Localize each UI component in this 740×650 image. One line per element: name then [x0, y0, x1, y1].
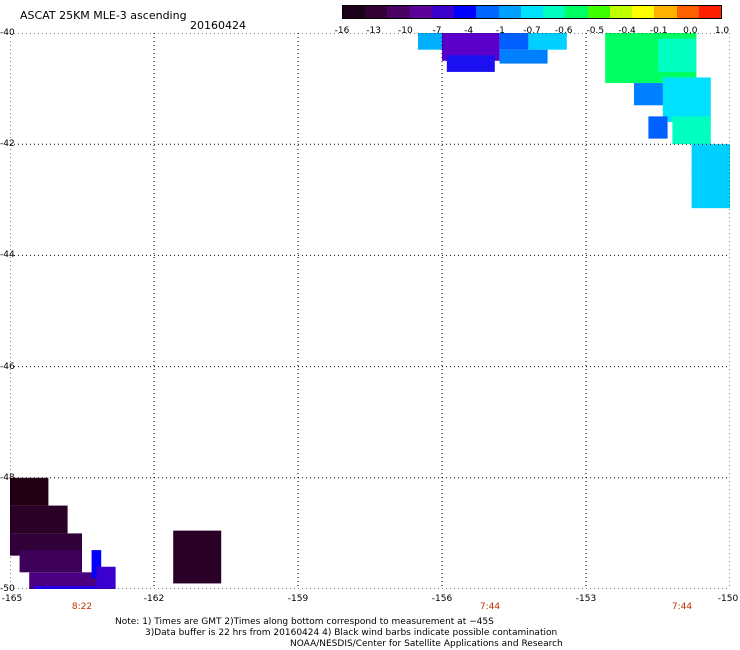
colorbar-swatch [409, 6, 432, 18]
lon-tick-label: -162 [143, 594, 165, 604]
colorbar-tick-label: -10 [397, 26, 413, 36]
lat-tick-label: -46 [0, 361, 15, 372]
map-plot [10, 33, 730, 589]
colorbar-swatch [565, 6, 588, 18]
colorbar-tick-label: -13 [366, 26, 382, 36]
map-title: ASCAT 25KM MLE-3 ascending [20, 9, 187, 22]
colorbar-swatch [609, 6, 633, 18]
colorbar-tick-label: -0.4 [618, 26, 636, 36]
wind-swath-cell [91, 550, 102, 578]
colorbar [342, 5, 722, 19]
lat-tick-label: -50 [0, 584, 15, 594]
time-label: 8:22 [71, 602, 93, 612]
colorbar-swatch [476, 6, 499, 18]
lon-tick-label: -165 [1, 594, 23, 604]
wind-swath-cell [29, 572, 102, 589]
wind-swath-cell [499, 33, 529, 50]
note-line-2: 3)Data buffer is 22 hrs from 20160424 4)… [145, 628, 558, 638]
colorbar-swatch [698, 6, 721, 18]
colorbar-tick-label: -0.1 [649, 26, 668, 36]
wind-swath-cell [672, 116, 711, 145]
colorbar-swatch [587, 6, 610, 18]
wind-swath-cell [499, 49, 548, 64]
lon-tick-label: -156 [431, 594, 453, 604]
wind-swath-cell [173, 530, 222, 584]
colorbar-tick-label: -1 [495, 26, 505, 36]
wind-swath-cell [446, 55, 495, 72]
colorbar-swatch [632, 6, 655, 18]
wind-swath-cell [648, 116, 668, 139]
lon-tick-label: -150 [717, 594, 739, 604]
colorbar-swatch [654, 6, 677, 18]
wind-swath-cell [658, 38, 697, 72]
lat-tick-label: -42 [0, 139, 15, 150]
lat-tick-label: -40 [0, 28, 15, 38]
wind-swath-cell [19, 550, 82, 573]
wind-swath-cell [528, 33, 567, 50]
wind-swath-cell [662, 77, 711, 122]
colorbar-tick-label: -0.6 [554, 26, 573, 36]
colorbar-tick-label: -0.7 [523, 26, 541, 36]
map-date: 20160424 [190, 19, 246, 32]
wind-swath-cell [691, 172, 730, 209]
lon-tick-label: -153 [575, 594, 597, 604]
wind-swath-cell [691, 144, 730, 175]
colorbar-swatch [365, 6, 388, 18]
wind-swath-cell [418, 33, 442, 50]
wind-swath-cell [34, 586, 111, 589]
wind-swath-cell [10, 505, 68, 534]
note-line-3: NOAA/NESDIS/Center for Satellite Applica… [290, 639, 563, 649]
colorbar-swatch [431, 6, 455, 18]
colorbar-swatch [454, 6, 477, 18]
colorbar-swatch [387, 6, 410, 18]
colorbar-swatch [498, 6, 521, 18]
colorbar-tick-label: -4 [464, 26, 474, 36]
colorbar-tick-label: -0.5 [586, 26, 605, 36]
colorbar-tick-label: 0.0 [683, 26, 698, 36]
colorbar-tick-label: -7 [432, 26, 442, 36]
lat-tick-label: -44 [0, 250, 15, 261]
time-label: 7:44 [479, 602, 501, 612]
note-line-1: Note: 1) Times are GMT 2)Times along bot… [115, 617, 494, 627]
time-label: 7:44 [671, 602, 693, 612]
colorbar-swatch [676, 6, 699, 18]
lon-tick-label: -159 [287, 594, 309, 604]
colorbar-swatch [343, 6, 366, 18]
colorbar-tick-label: -16 [334, 26, 350, 36]
wind-swath-cell [10, 477, 49, 506]
wind-swath-cell [96, 566, 116, 589]
lat-tick-label: -48 [0, 472, 15, 483]
colorbar-swatch [543, 6, 566, 18]
colorbar-swatch [520, 6, 544, 18]
colorbar-tick-label: 1.0 [714, 26, 730, 36]
